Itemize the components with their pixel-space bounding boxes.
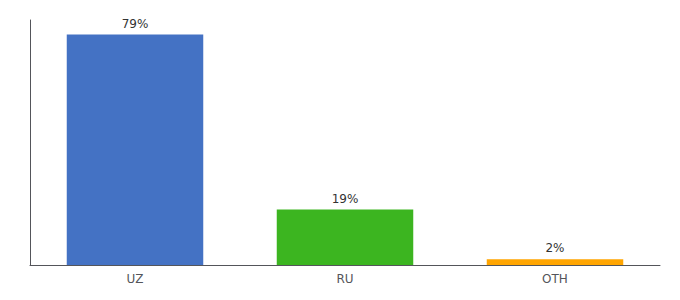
svg-text:79%: 79% — [122, 17, 149, 31]
svg-text:RU: RU — [336, 272, 353, 286]
svg-text:19%: 19% — [332, 192, 359, 206]
svg-text:UZ: UZ — [127, 272, 144, 286]
svg-text:OTH: OTH — [542, 272, 568, 286]
svg-text:2%: 2% — [545, 241, 564, 255]
